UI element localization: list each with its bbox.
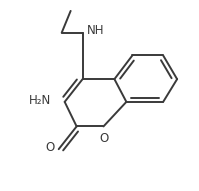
Text: O: O bbox=[45, 141, 54, 154]
Text: NH: NH bbox=[87, 24, 105, 37]
Text: O: O bbox=[100, 132, 109, 145]
Text: H₂N: H₂N bbox=[29, 95, 51, 108]
